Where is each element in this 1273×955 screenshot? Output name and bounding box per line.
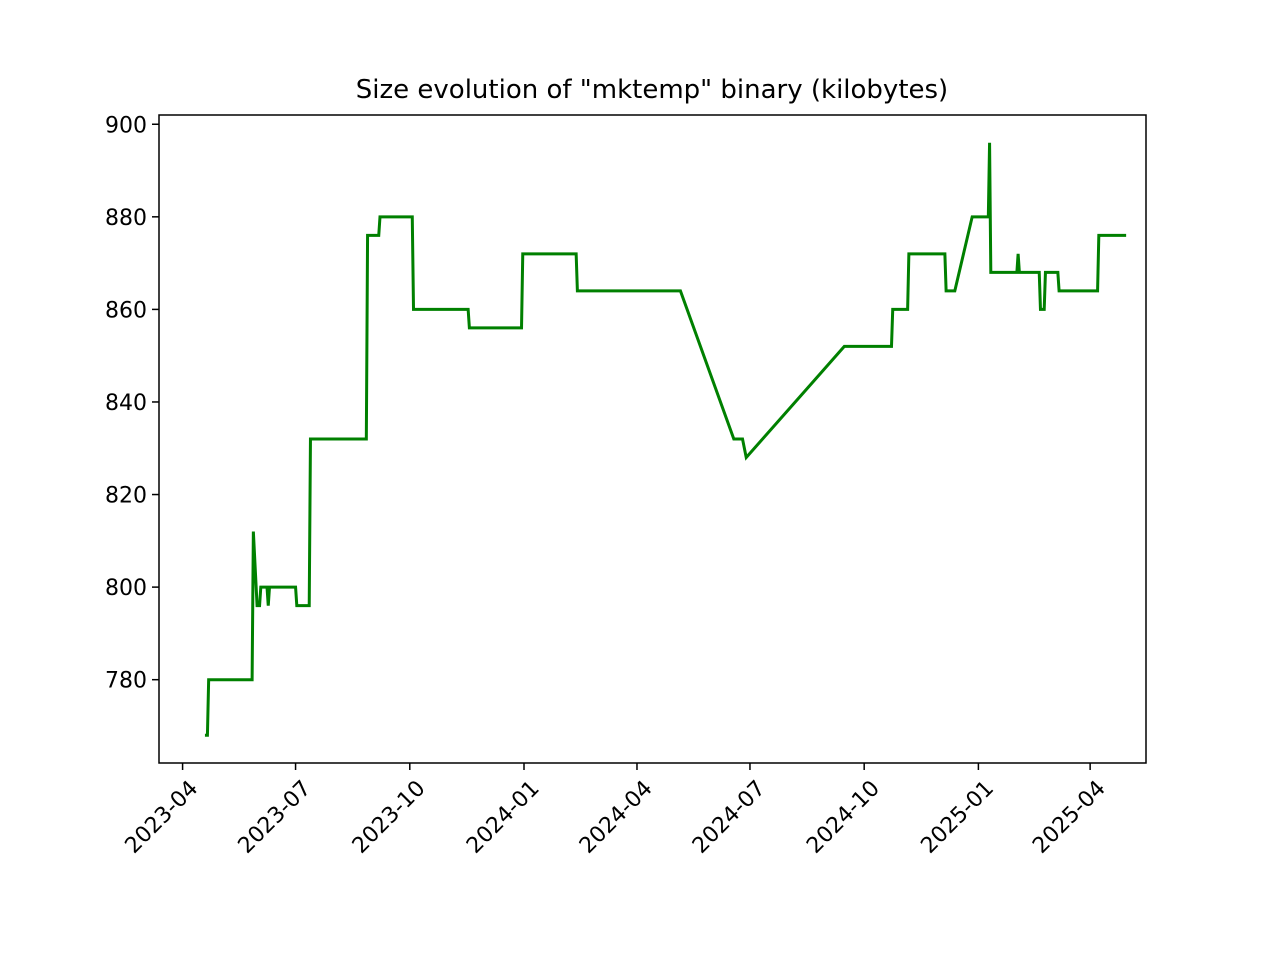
- x-tick-label: 2023-07: [234, 776, 317, 859]
- series-layer: [204, 142, 1127, 737]
- chart-title: Size evolution of "mktemp" binary (kilob…: [356, 75, 948, 105]
- y-tick-label: 820: [105, 484, 147, 509]
- y-tick-label: 800: [105, 576, 147, 601]
- y-tick-label: 880: [105, 206, 147, 231]
- series-line: [204, 142, 1127, 737]
- y-tick-label: 780: [105, 669, 147, 694]
- x-tick-label: 2023-04: [121, 776, 204, 859]
- x-tick-label: 2023-10: [348, 776, 431, 859]
- x-tick-label: 2024-07: [688, 776, 771, 859]
- x-tick-label: 2025-01: [916, 776, 999, 859]
- x-tick-label: 2024-04: [575, 776, 658, 859]
- x-tick-label: 2024-01: [462, 776, 545, 859]
- y-axis: 780 800 820 840 860 880 900: [105, 113, 159, 694]
- y-tick-label: 840: [105, 391, 147, 416]
- y-tick-label: 900: [105, 113, 147, 138]
- x-tick-label: 2024-10: [802, 776, 885, 859]
- x-axis: 2023-04 2023-07 2023-10 2024-01 2024-04 2024-…: [121, 763, 1111, 859]
- y-tick-label: 860: [105, 298, 147, 323]
- plot-frame: [158, 114, 1147, 764]
- x-tick-label: 2025-04: [1028, 776, 1111, 859]
